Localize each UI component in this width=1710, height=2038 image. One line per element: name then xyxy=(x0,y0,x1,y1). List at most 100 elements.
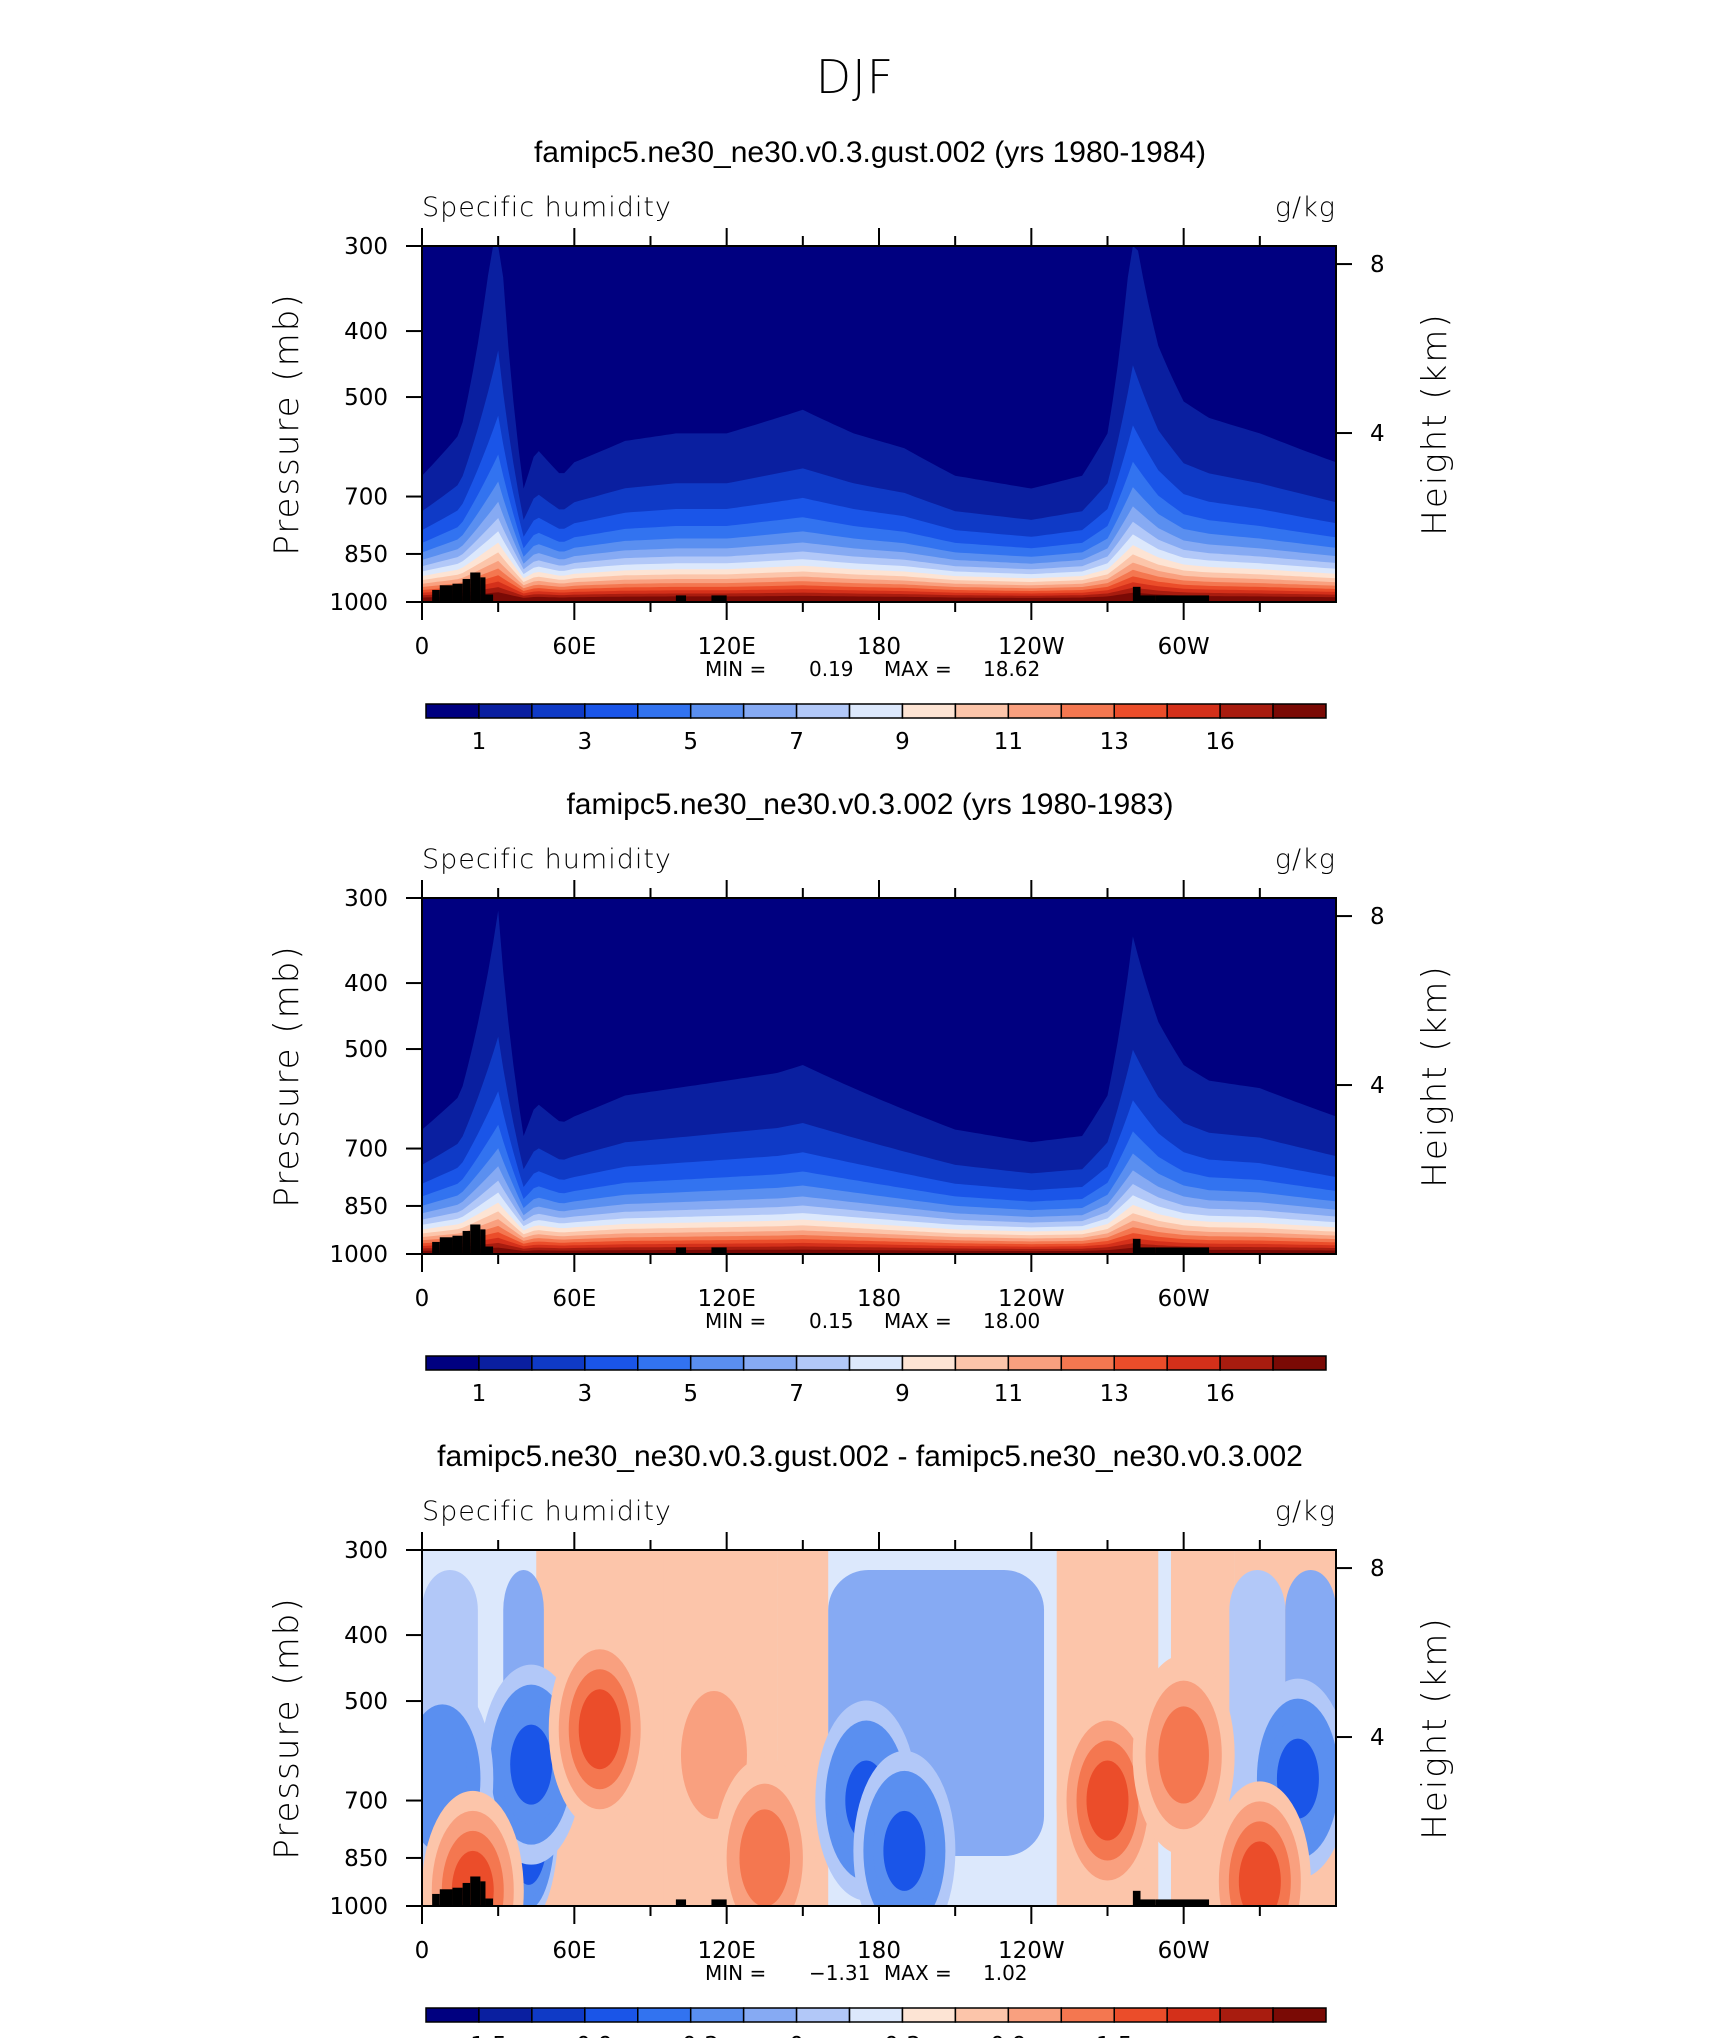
colorbar-swatch xyxy=(1166,2007,1221,2023)
colorbar-swatch xyxy=(425,703,480,719)
colorbar-swatch xyxy=(478,703,533,719)
plot-area xyxy=(422,246,1336,602)
colorbar-label: 13 xyxy=(1100,1381,1129,1407)
colorbar-swatch xyxy=(795,2007,851,2023)
colorbar-swatch xyxy=(1060,1355,1115,1371)
terrain-block xyxy=(1155,1247,1210,1254)
y-tick-label: 1000 xyxy=(329,1242,388,1268)
terrain-block xyxy=(1140,1247,1156,1254)
terrain-block xyxy=(485,1246,494,1254)
colorbar-label: 9 xyxy=(895,729,910,755)
colorbar-swatch xyxy=(795,703,851,719)
y-tick-label: 700 xyxy=(344,485,388,511)
colorbar-swatch xyxy=(901,2007,957,2023)
x-tick-label: 60E xyxy=(552,1938,596,1964)
terrain-block xyxy=(480,1881,486,1906)
colorbar-swatch xyxy=(478,2007,533,2023)
contour-band xyxy=(1158,1706,1209,1804)
x-tick-label: 120E xyxy=(697,634,755,660)
colorbar-swatch xyxy=(1113,2007,1168,2023)
x-tick-label: 180 xyxy=(857,634,901,660)
terrain-block xyxy=(1155,1899,1210,1906)
y-right-tick-label: 4 xyxy=(1370,1725,1385,1751)
x-tick-label: 120E xyxy=(697,1286,755,1312)
y-tick-label: 850 xyxy=(344,542,388,568)
x-tick-label: 60E xyxy=(552,1286,596,1312)
colorbar-swatch xyxy=(1060,703,1115,719)
y-axis-title: Pressure (mb) xyxy=(267,292,307,555)
colorbar-label: 5 xyxy=(683,729,698,755)
colorbar-label: 5 xyxy=(683,1381,698,1407)
terrain-block xyxy=(462,1882,471,1906)
panel-3: famipc5.ne30_ne30.v0.3.gust.002 - famipc… xyxy=(267,1440,1455,2038)
terrain-block xyxy=(462,1230,471,1254)
y-tick-label: 850 xyxy=(344,1846,388,1872)
contour-band xyxy=(422,592,1336,602)
colorbar-swatch xyxy=(637,703,692,719)
colorbar-swatch xyxy=(1272,1355,1327,1371)
colorbar-swatch xyxy=(1219,2007,1274,2023)
plot-area xyxy=(422,1550,1336,1906)
y-tick-label: 300 xyxy=(344,1538,388,1564)
colorbar-label: 13 xyxy=(1100,729,1129,755)
colorbar-swatch xyxy=(1007,1355,1063,1371)
contour-band xyxy=(883,1810,926,1891)
terrain-block xyxy=(1132,1890,1141,1906)
terrain-block xyxy=(711,1247,727,1254)
colorbar-swatch xyxy=(954,703,1010,719)
colorbar-label: 3 xyxy=(578,729,593,755)
terrain-block xyxy=(485,1898,494,1906)
x-tick-label: 60W xyxy=(1158,1286,1210,1312)
y-right-axis-title: Height (km) xyxy=(1415,312,1455,535)
contour-band xyxy=(510,1724,553,1805)
y-right-axis-title: Height (km) xyxy=(1415,964,1455,1187)
colorbar-swatch xyxy=(954,2007,1010,2023)
y-tick-label: 500 xyxy=(344,1037,388,1063)
colorbar-label: 0 xyxy=(789,2033,804,2038)
colorbar-label: 0.3 xyxy=(884,2033,921,2038)
terrain-block xyxy=(1140,595,1156,602)
x-tick-label: 60W xyxy=(1158,1938,1210,1964)
colorbar-swatch xyxy=(1272,2007,1327,2023)
colorbar-label: 1 xyxy=(472,1381,487,1407)
min-value: 0.19 xyxy=(809,657,854,681)
colorbar-swatch xyxy=(425,1355,480,1371)
plot-area xyxy=(422,898,1336,1254)
colorbar-label: 9 xyxy=(895,1381,910,1407)
colorbar-label: 11 xyxy=(994,1381,1023,1407)
figure-title: DJF xyxy=(816,50,894,104)
terrain-block xyxy=(675,595,687,602)
panel-title: famipc5.ne30_ne30.v0.3.002 (yrs 1980-198… xyxy=(566,788,1173,821)
colorbar-swatch xyxy=(689,2007,745,2023)
colorbar-swatch xyxy=(1113,703,1168,719)
max-value: 1.02 xyxy=(983,1961,1028,1985)
colorbar-swatch xyxy=(1007,703,1063,719)
y-right-tick-label: 8 xyxy=(1370,1556,1385,1582)
colorbar-swatch xyxy=(1219,703,1274,719)
colorbar-label: 1.5 xyxy=(1096,2033,1133,2038)
y-tick-label: 400 xyxy=(344,319,388,345)
colorbar-swatch xyxy=(1219,1355,1274,1371)
contour-band xyxy=(1238,1841,1281,1906)
min-label: MIN = xyxy=(705,657,766,681)
colorbar-swatch xyxy=(1007,2007,1063,2023)
panel-2: famipc5.ne30_ne30.v0.3.002 (yrs 1980-198… xyxy=(267,788,1455,1407)
colorbar-swatch xyxy=(795,1355,851,1371)
colorbar-swatch xyxy=(584,2007,639,2023)
x-tick-label: 120E xyxy=(697,1938,755,1964)
variable-label: Specific humidity xyxy=(422,1496,672,1527)
colorbar-swatch xyxy=(848,2007,904,2023)
max-value: 18.00 xyxy=(983,1309,1040,1333)
y-right-tick-label: 8 xyxy=(1370,904,1385,930)
y-right-tick-label: 4 xyxy=(1370,1073,1385,1099)
terrain-block xyxy=(675,1247,687,1254)
panel-1: famipc5.ne30_ne30.v0.3.gust.002 (yrs 198… xyxy=(267,136,1455,755)
min-value: 0.15 xyxy=(809,1309,854,1333)
min-label: MIN = xyxy=(705,1961,766,1985)
x-tick-label: 180 xyxy=(857,1938,901,1964)
x-tick-label: 120W xyxy=(998,1286,1065,1312)
terrain-block xyxy=(470,572,481,602)
colorbar-label: 11 xyxy=(994,729,1023,755)
terrain-block xyxy=(439,585,453,602)
